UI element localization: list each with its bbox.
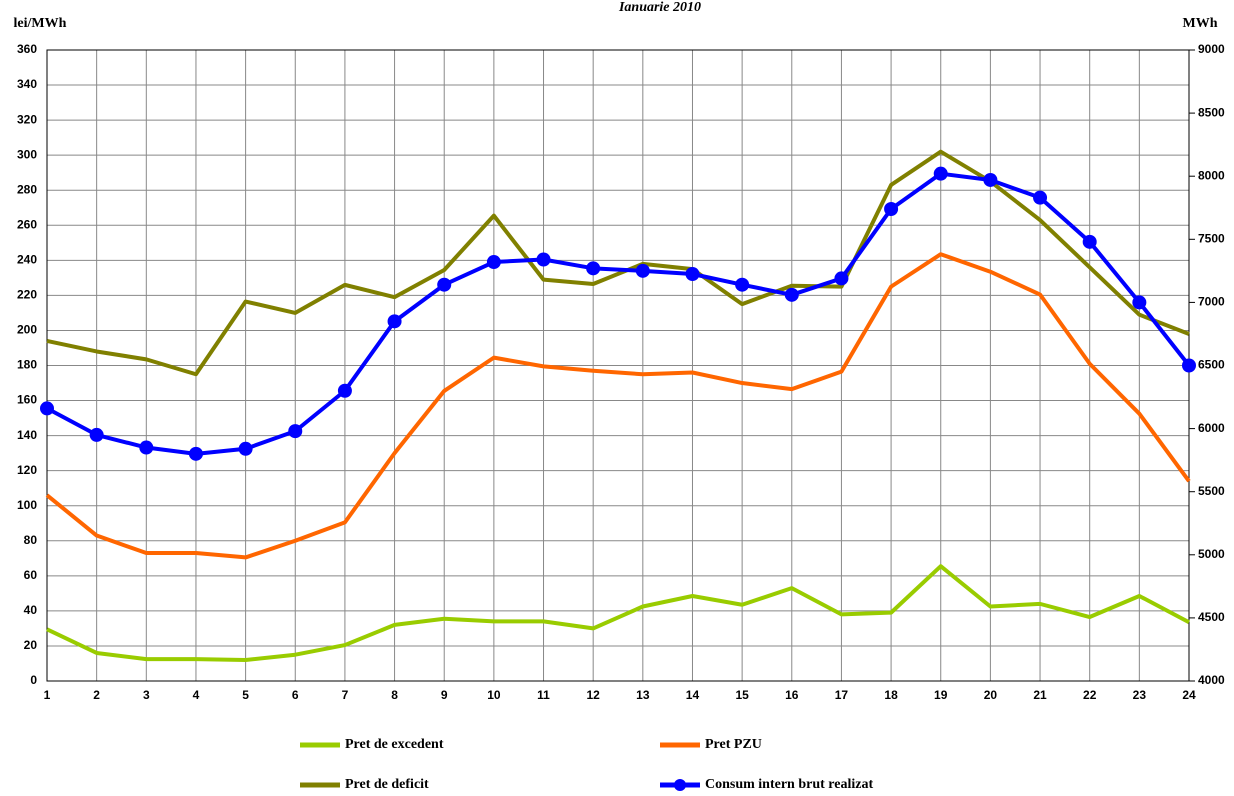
y-tick-label: 140 bbox=[17, 428, 37, 442]
series-marker bbox=[884, 202, 899, 217]
legend-label: Pret de deficit bbox=[345, 777, 429, 792]
series-marker bbox=[834, 271, 849, 286]
series-marker bbox=[40, 401, 54, 416]
y-tick-label: 100 bbox=[17, 498, 37, 512]
x-tick-label: 13 bbox=[636, 688, 650, 702]
y2-tick-label: 4000 bbox=[1198, 673, 1225, 687]
series-marker bbox=[486, 255, 501, 270]
y-tick-label: 60 bbox=[24, 568, 38, 582]
series-marker bbox=[437, 277, 452, 292]
x-tick-label: 24 bbox=[1182, 688, 1196, 702]
y2-tick-label: 7500 bbox=[1198, 231, 1225, 245]
series-line bbox=[46, 171, 1191, 456]
series-marker bbox=[685, 267, 700, 282]
y-tick-label: 120 bbox=[17, 463, 37, 477]
x-tick-label: 6 bbox=[292, 688, 299, 702]
y-tick-label: 240 bbox=[17, 253, 37, 267]
x-tick-label: 9 bbox=[441, 688, 448, 702]
x-tick-label: 22 bbox=[1083, 688, 1097, 702]
y2-tick-label: 7000 bbox=[1198, 295, 1225, 309]
series-marker bbox=[288, 424, 303, 439]
series-marker bbox=[1033, 190, 1048, 205]
y-tick-label: 160 bbox=[17, 393, 37, 407]
x-tick-label: 19 bbox=[934, 688, 948, 702]
series-marker bbox=[586, 261, 601, 276]
x-tick-label: 17 bbox=[835, 688, 849, 702]
series-marker bbox=[238, 441, 253, 456]
y-tick-label: 260 bbox=[17, 217, 37, 231]
y-tick-label: 200 bbox=[17, 323, 37, 337]
x-tick-label: 12 bbox=[586, 688, 600, 702]
x-tick-label: 5 bbox=[242, 688, 249, 702]
y2-tick-label: 8500 bbox=[1198, 105, 1225, 119]
series-marker bbox=[139, 440, 154, 455]
x-tick-label: 8 bbox=[391, 688, 398, 702]
y-tick-label: 20 bbox=[24, 638, 38, 652]
x-tick-label: 4 bbox=[193, 688, 200, 702]
x-tick-label: 3 bbox=[143, 688, 150, 702]
series-line bbox=[46, 564, 1190, 662]
x-tick-label: 14 bbox=[686, 688, 700, 702]
x-tick-label: 2 bbox=[93, 688, 100, 702]
legend-marker bbox=[674, 779, 686, 791]
x-tick-label: 10 bbox=[487, 688, 501, 702]
y-tick-label: 360 bbox=[17, 42, 37, 56]
x-tick-label: 15 bbox=[735, 688, 749, 702]
x-tick-label: 7 bbox=[342, 688, 349, 702]
x-tick-label: 16 bbox=[785, 688, 799, 702]
x-tick-label: 20 bbox=[984, 688, 998, 702]
series-marker bbox=[983, 172, 998, 187]
legend-label: Pret PZU bbox=[705, 737, 762, 752]
y-tick-label: 180 bbox=[17, 358, 37, 372]
y2-tick-label: 4500 bbox=[1198, 610, 1225, 624]
legend-label: Pret de excedent bbox=[345, 737, 444, 752]
series-marker bbox=[735, 277, 750, 292]
y-tick-label: 320 bbox=[17, 112, 37, 126]
chart-title: Ianuarie 2010 bbox=[618, 0, 701, 15]
y-tick-label: 300 bbox=[17, 147, 37, 161]
y-tick-label: 80 bbox=[24, 533, 38, 547]
y-tick-label: 280 bbox=[17, 182, 37, 196]
series-marker bbox=[784, 287, 799, 302]
y-tick-label: 340 bbox=[17, 77, 37, 91]
y2-tick-label: 6000 bbox=[1198, 421, 1225, 435]
y2-tick-label: 9000 bbox=[1198, 42, 1225, 56]
series-marker bbox=[933, 166, 948, 181]
x-tick-label: 1 bbox=[44, 688, 51, 702]
series-marker bbox=[1132, 295, 1147, 310]
series-line bbox=[45, 252, 1191, 560]
series-marker bbox=[1182, 358, 1196, 373]
series-marker bbox=[635, 263, 650, 278]
y2-tick-label: 5000 bbox=[1198, 547, 1225, 561]
series-marker bbox=[337, 383, 352, 398]
y-axis-label: lei/MWh bbox=[14, 16, 67, 31]
series-marker bbox=[536, 252, 551, 267]
legend-label: Consum intern brut realizat bbox=[705, 777, 873, 792]
x-tick-label: 21 bbox=[1033, 688, 1047, 702]
series-marker bbox=[89, 427, 104, 442]
x-tick-label: 18 bbox=[884, 688, 898, 702]
series-marker bbox=[188, 446, 203, 461]
y2-axis-label: MWh bbox=[1183, 16, 1218, 31]
y-tick-label: 40 bbox=[24, 603, 38, 617]
y-tick-label: 220 bbox=[17, 288, 37, 302]
x-tick-label: 11 bbox=[537, 688, 550, 702]
y2-tick-label: 6500 bbox=[1198, 358, 1225, 372]
x-tick-label: 23 bbox=[1133, 688, 1147, 702]
series-line bbox=[46, 149, 1190, 377]
y2-tick-label: 8000 bbox=[1198, 168, 1225, 182]
series-marker bbox=[387, 314, 402, 329]
y-tick-label: 0 bbox=[30, 673, 37, 687]
series-marker bbox=[1082, 234, 1097, 249]
y2-tick-label: 5500 bbox=[1198, 484, 1225, 498]
